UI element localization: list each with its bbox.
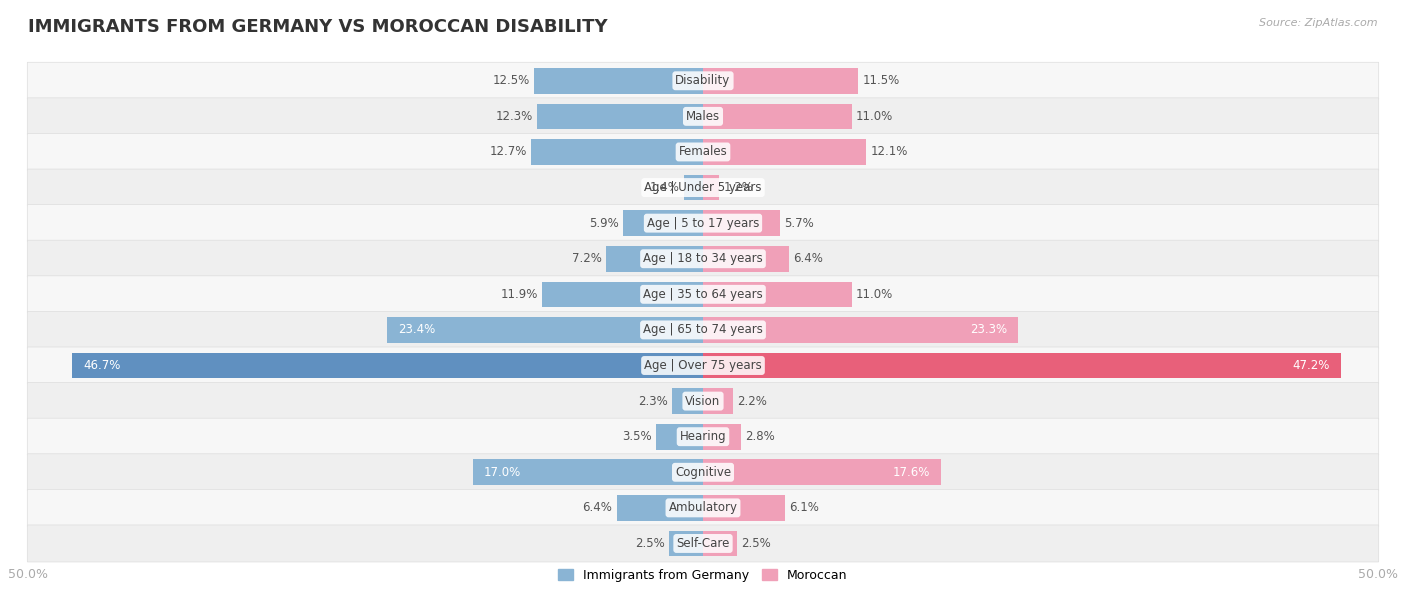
Bar xyxy=(531,139,703,165)
Text: 23.3%: 23.3% xyxy=(970,323,1007,337)
Text: Males: Males xyxy=(686,110,720,123)
Text: Age | Over 75 years: Age | Over 75 years xyxy=(644,359,762,372)
Text: Self-Care: Self-Care xyxy=(676,537,730,550)
Bar xyxy=(672,388,703,414)
Bar xyxy=(703,460,941,485)
Text: Ambulatory: Ambulatory xyxy=(668,501,738,514)
Text: 5.7%: 5.7% xyxy=(785,217,814,230)
Text: 47.2%: 47.2% xyxy=(1292,359,1330,372)
Bar xyxy=(474,460,703,485)
Text: 2.8%: 2.8% xyxy=(745,430,775,443)
Text: Cognitive: Cognitive xyxy=(675,466,731,479)
Text: Age | Under 5 years: Age | Under 5 years xyxy=(644,181,762,194)
Text: Source: ZipAtlas.com: Source: ZipAtlas.com xyxy=(1260,18,1378,28)
Text: Females: Females xyxy=(679,146,727,159)
Text: 5.9%: 5.9% xyxy=(589,217,619,230)
Bar xyxy=(685,175,703,200)
Text: 6.4%: 6.4% xyxy=(582,501,613,514)
Text: 1.2%: 1.2% xyxy=(723,181,754,194)
FancyBboxPatch shape xyxy=(27,204,1379,242)
FancyBboxPatch shape xyxy=(27,98,1379,135)
FancyBboxPatch shape xyxy=(27,169,1379,206)
Text: 12.5%: 12.5% xyxy=(494,74,530,88)
Text: 12.3%: 12.3% xyxy=(495,110,533,123)
Bar xyxy=(534,68,703,94)
FancyBboxPatch shape xyxy=(27,418,1379,455)
Bar xyxy=(703,353,1340,378)
FancyBboxPatch shape xyxy=(27,347,1379,384)
FancyBboxPatch shape xyxy=(27,276,1379,313)
Text: Age | 18 to 34 years: Age | 18 to 34 years xyxy=(643,252,763,265)
Text: 1.4%: 1.4% xyxy=(650,181,681,194)
Bar xyxy=(537,103,703,129)
FancyBboxPatch shape xyxy=(27,133,1379,171)
Bar xyxy=(703,103,852,129)
Text: 11.0%: 11.0% xyxy=(856,110,893,123)
Text: 11.5%: 11.5% xyxy=(862,74,900,88)
FancyBboxPatch shape xyxy=(27,453,1379,491)
Bar xyxy=(703,139,866,165)
Text: 7.2%: 7.2% xyxy=(572,252,602,265)
Text: 23.4%: 23.4% xyxy=(398,323,434,337)
Text: 17.6%: 17.6% xyxy=(893,466,929,479)
Bar xyxy=(703,317,1018,343)
Bar xyxy=(669,531,703,556)
FancyBboxPatch shape xyxy=(27,490,1379,526)
Bar xyxy=(703,531,737,556)
Text: Age | 35 to 64 years: Age | 35 to 64 years xyxy=(643,288,763,301)
Bar xyxy=(543,282,703,307)
Legend: Immigrants from Germany, Moroccan: Immigrants from Germany, Moroccan xyxy=(554,564,852,587)
Text: 2.5%: 2.5% xyxy=(741,537,770,550)
Text: 2.5%: 2.5% xyxy=(636,537,665,550)
FancyBboxPatch shape xyxy=(27,312,1379,348)
Bar xyxy=(703,388,733,414)
Bar xyxy=(72,353,703,378)
Bar xyxy=(623,211,703,236)
Bar xyxy=(703,424,741,449)
Bar xyxy=(703,175,720,200)
Text: Disability: Disability xyxy=(675,74,731,88)
Bar xyxy=(703,495,786,521)
Bar xyxy=(703,211,780,236)
Bar xyxy=(387,317,703,343)
Text: 12.1%: 12.1% xyxy=(870,146,908,159)
FancyBboxPatch shape xyxy=(27,62,1379,99)
Text: IMMIGRANTS FROM GERMANY VS MOROCCAN DISABILITY: IMMIGRANTS FROM GERMANY VS MOROCCAN DISA… xyxy=(28,18,607,36)
Text: 17.0%: 17.0% xyxy=(484,466,522,479)
Bar xyxy=(606,246,703,272)
Text: 6.1%: 6.1% xyxy=(789,501,820,514)
Text: Vision: Vision xyxy=(685,395,721,408)
FancyBboxPatch shape xyxy=(27,525,1379,562)
Text: 46.7%: 46.7% xyxy=(83,359,121,372)
Bar xyxy=(703,246,789,272)
FancyBboxPatch shape xyxy=(27,241,1379,277)
Text: 12.7%: 12.7% xyxy=(491,146,527,159)
Bar xyxy=(617,495,703,521)
Text: 2.3%: 2.3% xyxy=(638,395,668,408)
Bar xyxy=(703,68,858,94)
Text: Age | 65 to 74 years: Age | 65 to 74 years xyxy=(643,323,763,337)
Text: 6.4%: 6.4% xyxy=(793,252,824,265)
Text: Hearing: Hearing xyxy=(679,430,727,443)
Text: 2.2%: 2.2% xyxy=(737,395,766,408)
Bar xyxy=(703,282,852,307)
FancyBboxPatch shape xyxy=(27,382,1379,420)
Text: Age | 5 to 17 years: Age | 5 to 17 years xyxy=(647,217,759,230)
Text: 3.5%: 3.5% xyxy=(621,430,651,443)
Bar xyxy=(655,424,703,449)
Text: 11.9%: 11.9% xyxy=(501,288,538,301)
Text: 11.0%: 11.0% xyxy=(856,288,893,301)
